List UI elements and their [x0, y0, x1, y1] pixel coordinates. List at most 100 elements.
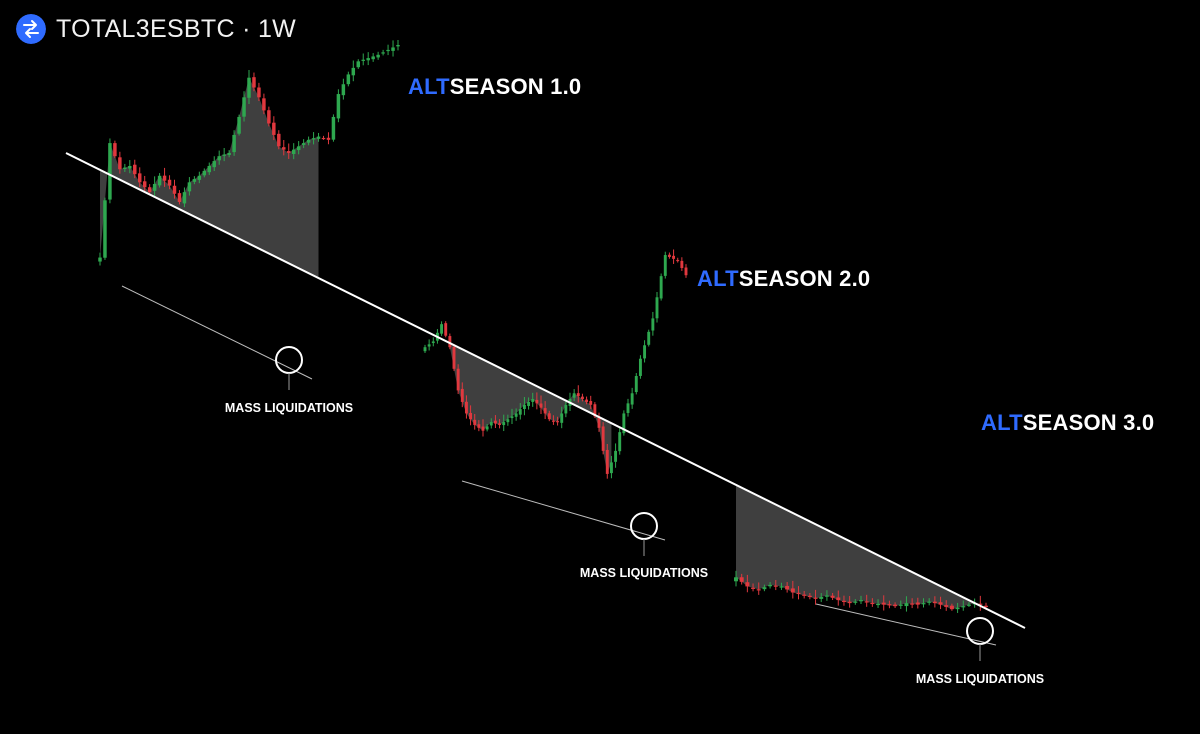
candle-body-129 — [756, 589, 761, 591]
candle-body-52 — [356, 61, 361, 68]
candle-body-2 — [108, 143, 112, 200]
candle-body-140 — [819, 597, 824, 599]
candle-body-10 — [147, 187, 152, 193]
candle-body-72 — [469, 412, 473, 420]
candle-body-98 — [576, 393, 580, 397]
candle-body-82 — [510, 416, 514, 419]
candle-body-83 — [514, 413, 518, 417]
candle-body-67 — [448, 336, 452, 348]
candle-body-113 — [638, 358, 642, 376]
candle-body-88 — [535, 399, 539, 404]
candle-body-125 — [734, 577, 738, 582]
candle-body-41 — [301, 143, 306, 145]
candle-body-30 — [247, 77, 251, 98]
candle-body-95 — [564, 404, 568, 414]
liquidation-circle-3 — [966, 617, 994, 645]
candle-body-101 — [589, 401, 593, 405]
candle-body-99 — [580, 396, 584, 400]
candle-body-152 — [887, 604, 892, 606]
candle-body-159 — [927, 601, 932, 603]
candle-body-126 — [739, 577, 744, 582]
candle-body-58 — [386, 49, 390, 52]
candle-body-18 — [187, 182, 192, 192]
candle-body-42 — [306, 139, 311, 143]
candle-body-65 — [440, 324, 444, 334]
candle-body-39 — [291, 149, 296, 154]
candle-body-147 — [859, 600, 863, 602]
candle-body-134 — [785, 585, 790, 590]
candle-body-20 — [197, 175, 202, 180]
chart-header: TOTAL3ESBTC · 1W — [16, 14, 296, 44]
candle-body-166 — [966, 604, 971, 606]
candle-body-74 — [477, 424, 481, 428]
candle-body-33 — [262, 98, 266, 111]
candle-body-106 — [609, 462, 613, 474]
candle-body-162 — [944, 605, 949, 607]
candle-body-66 — [444, 323, 448, 336]
candle-body-61 — [423, 347, 427, 352]
candle-body-89 — [539, 403, 543, 408]
candle-body-29 — [242, 97, 246, 117]
candle-body-120 — [667, 254, 671, 257]
candle-body-36 — [277, 133, 281, 147]
altseason-3-suffix: SEASON 3.0 — [1022, 410, 1155, 435]
candle-body-164 — [955, 607, 960, 610]
candle-body-7 — [133, 164, 137, 175]
shaded-wedge-1 — [100, 77, 319, 279]
candle-body-133 — [779, 586, 784, 588]
candle-body-44 — [316, 136, 321, 139]
candle-body-21 — [202, 170, 207, 176]
candle-body-132 — [773, 585, 778, 587]
candle-body-92 — [551, 420, 555, 422]
candle-body-23 — [212, 161, 216, 168]
candle-body-54 — [366, 58, 370, 61]
candle-body-103 — [597, 417, 601, 428]
candle-body-165 — [961, 606, 966, 608]
candle-body-62 — [427, 344, 431, 347]
candle-body-68 — [452, 346, 456, 369]
candle-body-141 — [824, 595, 829, 597]
candle-body-4 — [118, 157, 122, 170]
candle-body-26 — [227, 152, 231, 156]
liquidation-circle-2 — [630, 512, 658, 540]
candle-body-110 — [626, 403, 630, 413]
candle-body-75 — [481, 426, 485, 431]
candle-body-117 — [655, 297, 659, 319]
candle-body-91 — [547, 413, 551, 420]
candle-body-127 — [745, 582, 750, 587]
candle-body-150 — [876, 603, 881, 606]
candle-body-34 — [267, 110, 271, 124]
candle-body-104 — [601, 426, 605, 451]
candle-body-48 — [336, 94, 341, 119]
title-separator: · — [242, 14, 251, 43]
candle-body-154 — [898, 604, 903, 606]
candle-body-13 — [162, 175, 167, 181]
candle-body-119 — [663, 255, 667, 276]
mass-liquidations-label-1: MASS LIQUIDATIONS — [224, 401, 354, 415]
altseason-1-prefix: ALT — [408, 74, 450, 99]
altseason-3-prefix: ALT — [981, 410, 1023, 435]
candle-body-35 — [272, 122, 276, 135]
symbol-name: TOTAL3ESBTC — [56, 14, 235, 43]
candle-body-49 — [341, 84, 346, 96]
candle-body-136 — [796, 592, 801, 595]
candle-body-86 — [527, 401, 531, 406]
candle-body-73 — [473, 419, 477, 425]
candle-body-77 — [489, 422, 493, 426]
shaded-wedge-2 — [449, 343, 612, 474]
candle-body-111 — [630, 393, 634, 405]
mass-liquidations-label-2: MASS LIQUIDATIONS — [579, 566, 709, 580]
candle-body-40 — [296, 146, 301, 151]
symbol-title[interactable]: TOTAL3ESBTC · 1W — [56, 15, 296, 44]
candle-body-71 — [464, 401, 468, 414]
candle-body-56 — [376, 54, 380, 58]
candle-body-143 — [836, 597, 841, 601]
candle-body-69 — [456, 368, 460, 391]
candle-body-130 — [762, 587, 767, 590]
descending-trendline — [65, 152, 1026, 629]
candle-body-11 — [152, 183, 157, 191]
candle-body-14 — [167, 179, 172, 186]
candle-body-144 — [841, 600, 846, 603]
candle-body-9 — [142, 181, 147, 188]
liquidation-circle-1 — [275, 346, 303, 374]
